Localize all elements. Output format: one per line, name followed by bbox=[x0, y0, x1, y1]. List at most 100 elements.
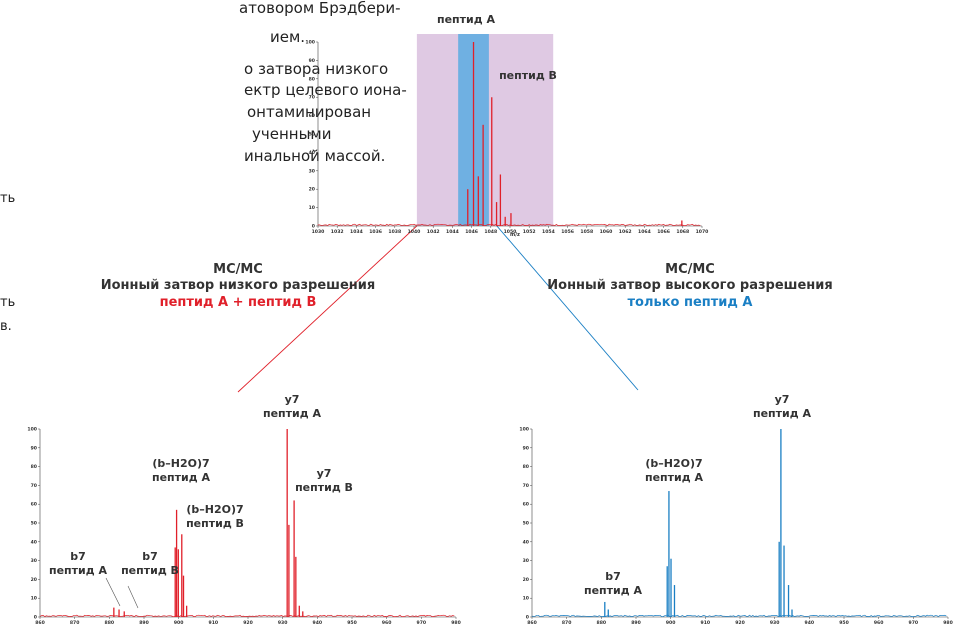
y-tick-label: 70 bbox=[523, 483, 529, 489]
x-tick-label: 900 bbox=[666, 620, 676, 625]
x-tick-label: 870 bbox=[70, 620, 80, 625]
baseline-trace bbox=[531, 614, 947, 618]
y-tick-label: 70 bbox=[309, 95, 315, 101]
body-text-line-8: ть bbox=[0, 191, 16, 206]
x-tick-label: 930 bbox=[278, 620, 288, 625]
x-tick-label: 950 bbox=[839, 620, 849, 625]
body-text-line-7: инальной массой. bbox=[244, 147, 386, 165]
left-label-b7-a: b7 пептид A bbox=[49, 550, 107, 577]
y-tick-label: 40 bbox=[31, 539, 37, 545]
y-tick-label: 0 bbox=[312, 224, 315, 230]
body-text-line-1: атовором Брэдбери- bbox=[239, 0, 401, 17]
y-tick-label: 70 bbox=[31, 483, 37, 489]
x-tick-label: 1054 bbox=[542, 229, 555, 235]
x-tick-label: 940 bbox=[805, 620, 815, 625]
x-tick-label: 1068 bbox=[676, 229, 689, 235]
x-tick-label: 1062 bbox=[619, 229, 632, 235]
body-text-line-6: ученными bbox=[252, 125, 332, 143]
x-tick-label: 930 bbox=[770, 620, 780, 625]
x-tick-label: 920 bbox=[243, 620, 253, 625]
body-text-line-2: ием. bbox=[270, 28, 306, 46]
y-tick-label: 60 bbox=[31, 502, 37, 508]
x-tick-label: 960 bbox=[874, 620, 884, 625]
x-tick-label: 1038 bbox=[388, 229, 401, 235]
x-tick-label: 980 bbox=[451, 620, 461, 625]
x-tick-label: 860 bbox=[527, 620, 537, 625]
y-tick-label: 30 bbox=[31, 558, 37, 564]
x-tick-label: 1032 bbox=[331, 229, 344, 235]
y-tick-label: 30 bbox=[309, 168, 315, 174]
y-tick-label: 30 bbox=[523, 558, 529, 564]
x-tick-label: 970 bbox=[417, 620, 427, 625]
y-tick-label: 20 bbox=[31, 577, 37, 583]
body-text-line-10: в. bbox=[0, 319, 12, 334]
leader-b7-b bbox=[127, 585, 139, 609]
y-tick-label: 20 bbox=[309, 187, 315, 193]
x-tick-label: 1056 bbox=[561, 229, 574, 235]
y-tick-label: 80 bbox=[523, 464, 529, 470]
body-text-line-3: о затвора низкого bbox=[244, 60, 389, 78]
right-label-b7-a: b7 пептид A bbox=[584, 570, 642, 597]
right-msms-spectrum: 0 10 20 30 40 50 60 70 80 90 100 860 870 880 890 900 910… bbox=[519, 427, 952, 625]
y-tick-label: 100 bbox=[519, 427, 529, 433]
y-tick-label: 0 bbox=[526, 615, 529, 621]
right-label-bh2o-a: (b–H2O)7 пептид A bbox=[645, 457, 703, 484]
x-tick-label: 1030 bbox=[312, 229, 325, 235]
connector-low-res bbox=[237, 196, 449, 393]
y-tick-label: 10 bbox=[523, 596, 529, 602]
y-tick-label: 80 bbox=[31, 464, 37, 470]
y-tick-label: 80 bbox=[309, 76, 315, 82]
x-tick-label: 910 bbox=[209, 620, 219, 625]
baseline-trace bbox=[317, 223, 701, 226]
x-tick-label: 890 bbox=[139, 620, 149, 625]
y-tick-label: 10 bbox=[31, 596, 37, 602]
left-label-y7-b: y7 пептид B bbox=[295, 467, 353, 494]
y-tick-label: 40 bbox=[523, 539, 529, 545]
y-tick-label: 50 bbox=[309, 132, 315, 138]
x-tick-label: 880 bbox=[105, 620, 115, 625]
body-text-line-4: ектр целевого иона- bbox=[244, 81, 407, 99]
y-tick-label: 100 bbox=[27, 427, 37, 433]
x-tick-label: 1040 bbox=[408, 229, 421, 235]
x-tick-label: 1034 bbox=[350, 229, 363, 235]
left-label-bh2o-b: (b–H2O)7 пептид B bbox=[186, 503, 244, 530]
x-tick-label: 1042 bbox=[427, 229, 440, 235]
x-tick-label: 910 bbox=[701, 620, 711, 625]
x-tick-label: 1052 bbox=[523, 229, 536, 235]
body-text-line-5: онтаминирован bbox=[247, 103, 372, 121]
y-tick-label: 90 bbox=[523, 445, 529, 451]
x-tick-label: 900 bbox=[174, 620, 184, 625]
left-label-bh2o-a: (b–H2O)7 пептид A bbox=[152, 457, 210, 484]
x-tick-label: 1058 bbox=[580, 229, 593, 235]
top-peak-label-a: пептид A bbox=[437, 13, 495, 26]
leader-b7-a bbox=[105, 577, 121, 607]
x-tick-label: 1050 bbox=[504, 229, 517, 235]
top-peak-label-b: пептид B bbox=[499, 69, 557, 82]
y-tick-label: 20 bbox=[523, 577, 529, 583]
x-tick-label: 960 bbox=[382, 620, 392, 625]
x-tick-label: 970 bbox=[909, 620, 919, 625]
y-tick-label: 90 bbox=[309, 58, 315, 64]
connector-high-res bbox=[471, 196, 639, 391]
left-panel-title: МС/МС bbox=[213, 262, 263, 277]
left-label-y7-a: y7 пептид A bbox=[263, 393, 321, 420]
left-panel-result: пептид A + пептид B bbox=[159, 295, 317, 310]
x-tick-label: 1036 bbox=[369, 229, 382, 235]
y-tick-label: 90 bbox=[31, 445, 37, 451]
top-axis-unit: m/z bbox=[510, 232, 520, 238]
right-panel-title: МС/МС bbox=[665, 262, 715, 277]
y-tick-label: 0 bbox=[34, 615, 37, 621]
baseline-trace bbox=[39, 614, 455, 618]
x-tick-label: 870 bbox=[562, 620, 572, 625]
y-tick-label: 10 bbox=[309, 205, 315, 211]
x-tick-label: 1044 bbox=[446, 229, 459, 235]
y-tick-label: 50 bbox=[523, 521, 529, 527]
x-tick-label: 880 bbox=[597, 620, 607, 625]
y-tick-label: 60 bbox=[309, 113, 315, 119]
y-tick-label: 40 bbox=[309, 150, 315, 156]
x-tick-label: 920 bbox=[735, 620, 745, 625]
left-label-b7-b: b7 пептид B bbox=[121, 550, 179, 577]
y-tick-label: 60 bbox=[523, 502, 529, 508]
x-tick-label: 1064 bbox=[638, 229, 651, 235]
